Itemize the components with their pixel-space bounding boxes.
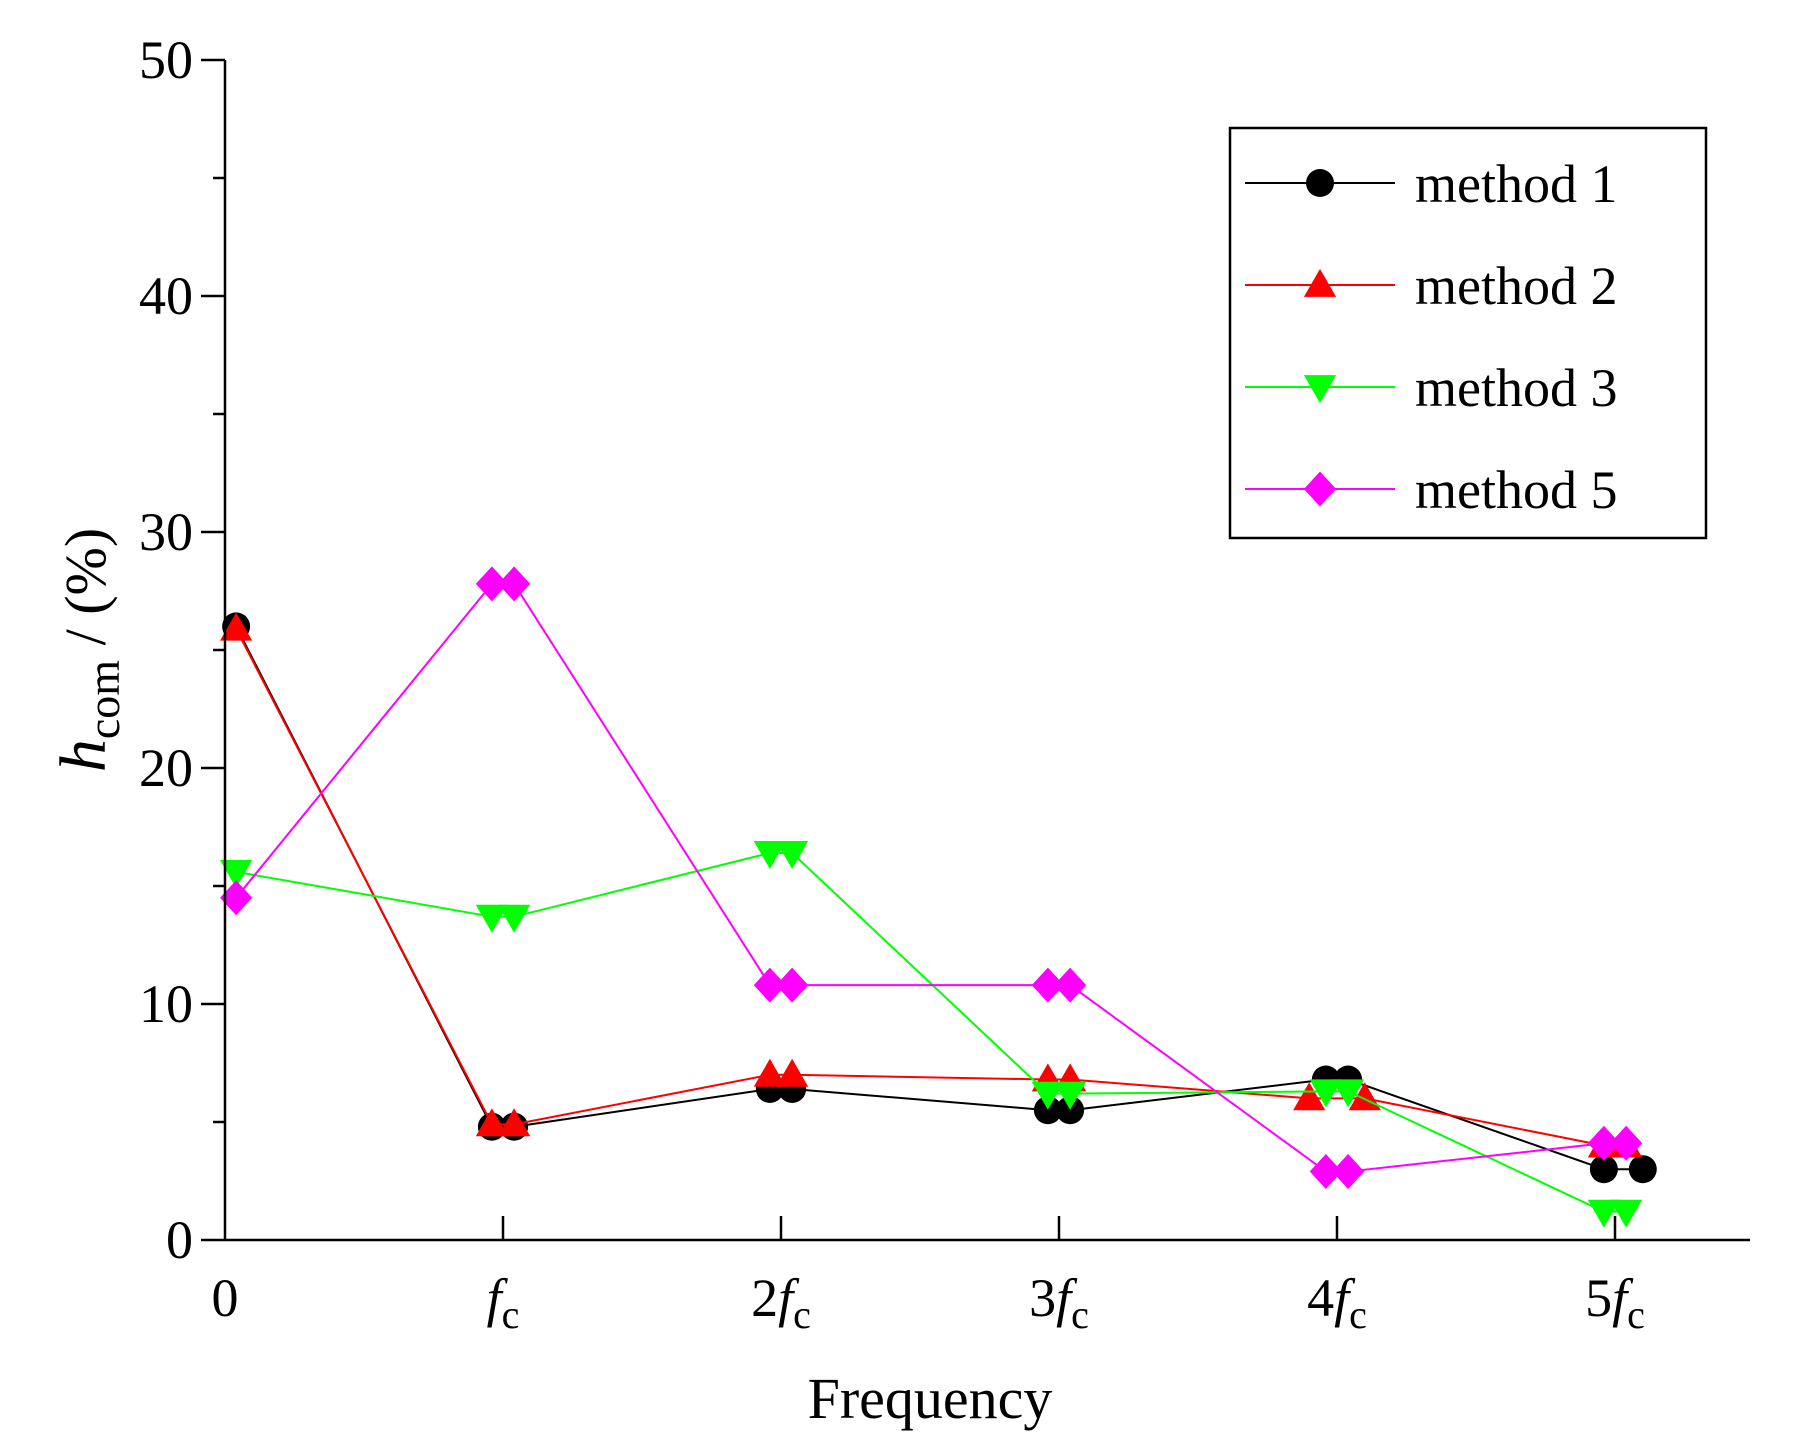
- data-point: [1610, 1199, 1643, 1228]
- legend-label: method 1: [1415, 154, 1617, 214]
- data-point: [498, 904, 531, 933]
- data-point: [1293, 1082, 1326, 1111]
- series-line: [235, 582, 1627, 1173]
- x-tick-subscript: c: [502, 1292, 520, 1337]
- legend-marker: [1306, 169, 1334, 197]
- data-point: [753, 1058, 786, 1087]
- data-point: [475, 566, 508, 602]
- data-point: [1587, 1125, 1620, 1161]
- data-point: [1031, 967, 1064, 1003]
- data-point: [220, 880, 253, 916]
- x-tick-label: 5fc: [1585, 1268, 1645, 1337]
- data-point: [1309, 1154, 1342, 1190]
- series-method-5: [220, 566, 1643, 1190]
- legend: method 1 method 2 method 3 method 5: [1228, 126, 1708, 540]
- data-point: [1332, 1079, 1365, 1108]
- legend-marker: [1303, 375, 1337, 404]
- series-method-1: [222, 612, 1657, 1184]
- data-point: [220, 859, 253, 888]
- data-point: [1033, 1096, 1062, 1125]
- data-point: [475, 1108, 508, 1137]
- x-tick-coef: 3: [1029, 1268, 1056, 1328]
- data-point: [1054, 1081, 1087, 1110]
- legend-label: method 2: [1415, 256, 1617, 316]
- x-tick-coef: 2: [751, 1268, 778, 1328]
- x-tick-label: 0: [212, 1268, 239, 1328]
- data-point: [753, 841, 786, 870]
- data-point: [220, 612, 253, 641]
- x-tick-coef: 4: [1307, 1268, 1334, 1328]
- data-point: [1054, 967, 1087, 1003]
- data-point: [753, 967, 786, 1003]
- series-method-3: [220, 841, 1643, 1228]
- data-point: [1628, 1155, 1657, 1184]
- y-axis-title-suffix: / (%): [53, 528, 118, 660]
- data-point: [475, 904, 508, 933]
- legend-box: [1228, 126, 1708, 540]
- legend-marker: [1303, 471, 1337, 507]
- legend-item-method-2: method 2: [1245, 256, 1617, 316]
- x-tick-subscript: c: [1349, 1292, 1367, 1337]
- data-point: [776, 841, 809, 870]
- legend-label: method 3: [1415, 358, 1617, 418]
- legend-label: method 5: [1415, 460, 1617, 520]
- x-tick-label: 3fc: [1029, 1268, 1089, 1337]
- data-point: [776, 1058, 809, 1087]
- x-tick-label: fc: [487, 1268, 520, 1337]
- y-axis-title-main: h: [47, 739, 120, 772]
- x-tick-coef: 5: [1585, 1268, 1612, 1328]
- y-tick-label: 40: [139, 266, 193, 326]
- x-tick-subscript: c: [1071, 1292, 1089, 1337]
- data-point: [498, 1108, 531, 1137]
- data-point: [1589, 1155, 1618, 1184]
- series-line: [235, 628, 1627, 1147]
- y-axis-title: hcom / (%): [47, 528, 129, 772]
- x-axis-title: Frequency: [808, 1366, 1053, 1431]
- y-axis-title-sub: com: [78, 660, 129, 739]
- data-point: [1587, 1199, 1620, 1228]
- legend-item-method-1: method 1: [1245, 154, 1617, 214]
- x-tick-subscript: c: [1627, 1292, 1645, 1337]
- data-point: [1056, 1096, 1085, 1125]
- data-point: [498, 566, 531, 602]
- legend-item-method-5: method 5: [1245, 460, 1617, 520]
- y-tick-label: 50: [139, 30, 193, 90]
- data-point: [1610, 1125, 1643, 1161]
- x-tick-label: 2fc: [751, 1268, 811, 1337]
- x-tick-subscript: c: [793, 1292, 811, 1337]
- data-point: [1031, 1081, 1064, 1110]
- y-tick-label: 20: [139, 738, 193, 798]
- y-tick-label: 0: [166, 1210, 193, 1270]
- data-point: [1332, 1154, 1365, 1190]
- y-tick-label: 30: [139, 502, 193, 562]
- series-line: [235, 625, 1643, 1171]
- data-point: [776, 967, 809, 1003]
- legend-marker: [1303, 268, 1337, 297]
- series-method-2: [220, 612, 1643, 1158]
- legend-item-method-3: method 3: [1245, 358, 1617, 418]
- data-point: [1309, 1079, 1342, 1108]
- x-tick-label: 4fc: [1307, 1268, 1367, 1337]
- y-tick-label: 10: [139, 974, 193, 1034]
